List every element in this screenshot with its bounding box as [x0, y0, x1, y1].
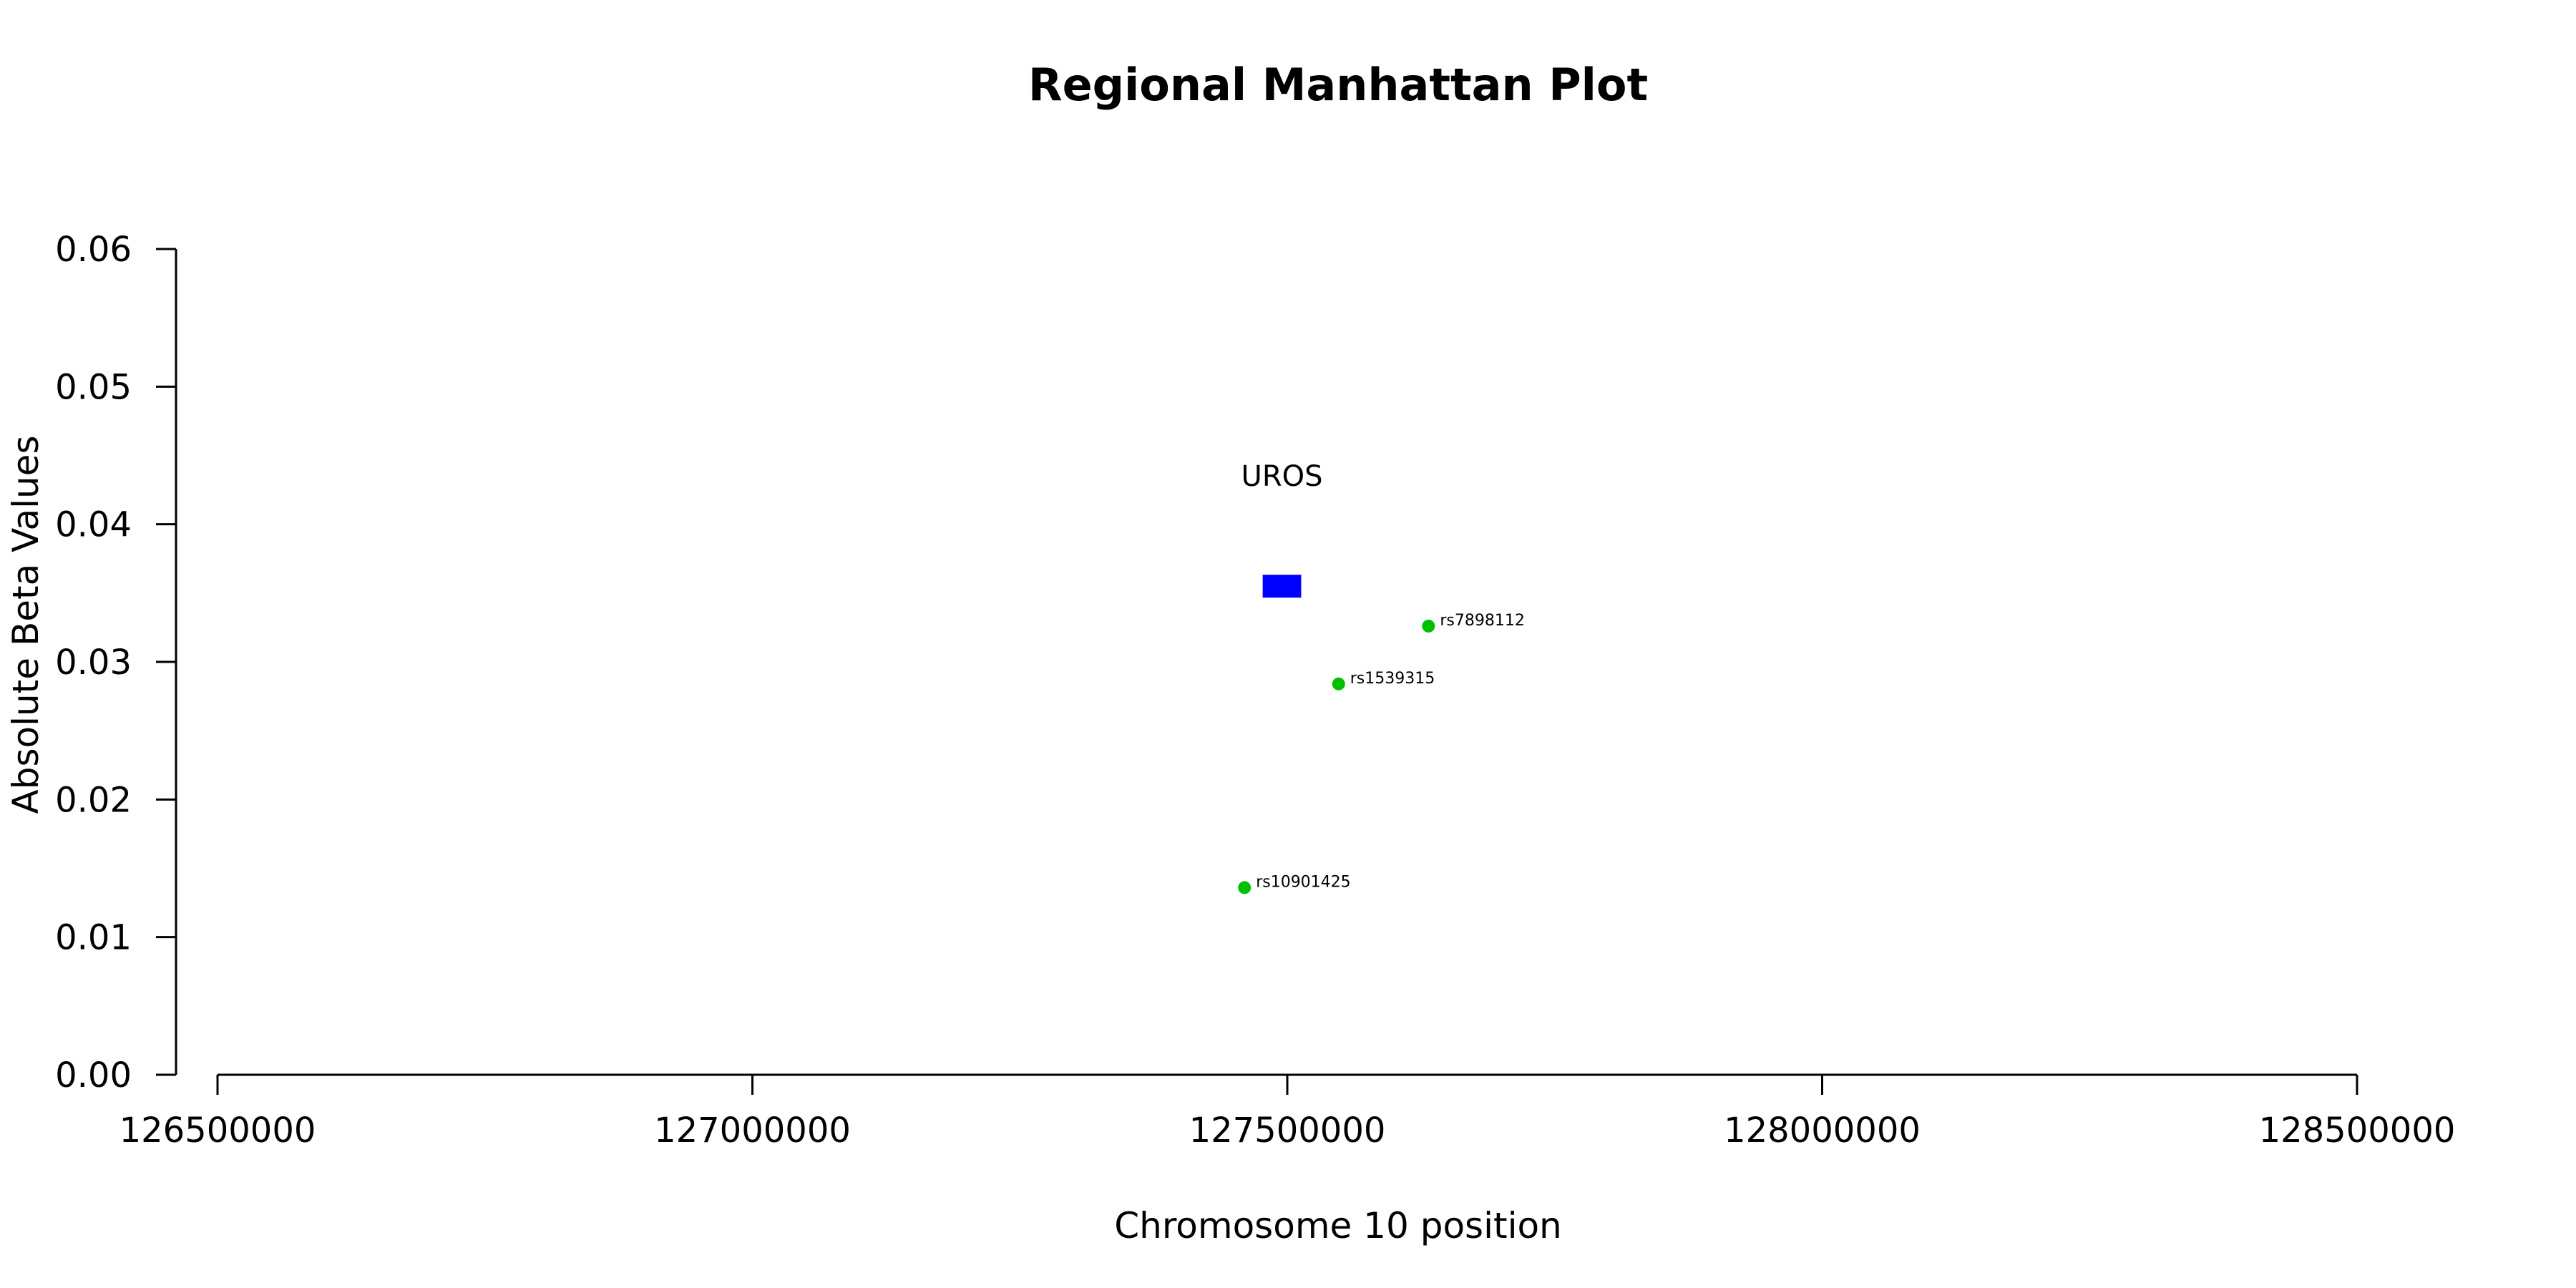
x-tick-label: 126500000	[119, 1111, 316, 1151]
y-tick-label: 0.05	[55, 367, 132, 407]
snp-point	[1422, 619, 1435, 633]
snp-label: rs7898112	[1440, 612, 1524, 630]
gene-track: UROS	[1241, 460, 1323, 598]
snp-point	[1238, 881, 1252, 894]
y-tick-label: 0.06	[55, 230, 132, 270]
snp-label: rs10901425	[1256, 873, 1350, 891]
gene-label: UROS	[1241, 460, 1323, 493]
x-tick-label: 127000000	[654, 1111, 851, 1151]
y-tick-label: 0.01	[55, 918, 132, 958]
x-tick-label: 128000000	[1724, 1111, 1921, 1151]
gene-box	[1262, 575, 1302, 598]
y-tick-label: 0.04	[55, 505, 132, 545]
y-axis-label: Absolute Beta Values	[5, 436, 47, 814]
snp-point	[1332, 677, 1345, 691]
snp-points: rs10901425 rs1539315 rs7898112	[1238, 612, 1525, 894]
x-tick-label: 127500000	[1189, 1111, 1386, 1151]
x-tick-label: 128500000	[2259, 1111, 2456, 1151]
x-axis-label: Chromosome 10 position	[1114, 1205, 1562, 1246]
axes: 126500000 127000000 127500000 128000000 1285…	[55, 230, 2455, 1151]
y-tick-label: 0.00	[55, 1055, 132, 1096]
chart-title: Regional Manhattan Plot	[1028, 59, 1648, 111]
y-tick-label: 0.03	[55, 643, 132, 683]
snp-label: rs1539315	[1350, 670, 1435, 688]
y-tick-label: 0.02	[55, 780, 132, 820]
